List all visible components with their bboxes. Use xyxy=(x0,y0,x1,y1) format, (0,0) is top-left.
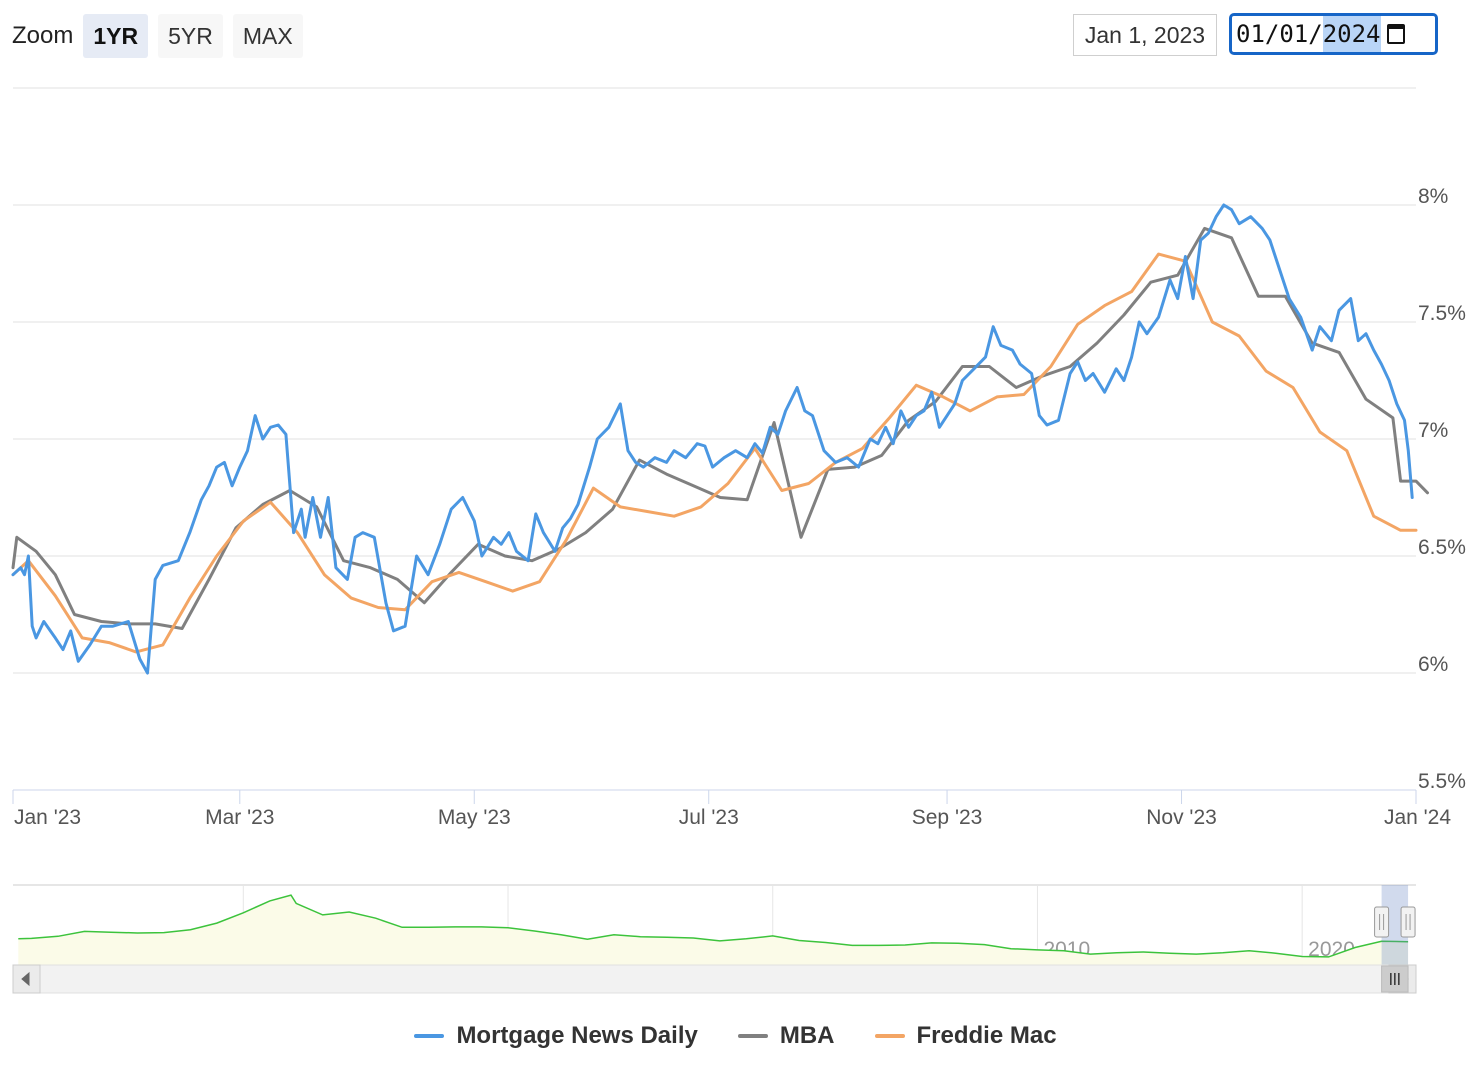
scroll-left-arrow-icon xyxy=(21,971,30,987)
y-axis-labels: 5.5% 6% 6.5% 7% 7.5% 8% xyxy=(1418,185,1466,793)
series-line-freddie xyxy=(11,252,1418,654)
x-tick-label: May '23 xyxy=(438,806,511,829)
navigator-handle-right xyxy=(1400,906,1416,938)
legend: Mortgage News Daily MBA Freddie Mac xyxy=(0,1022,1471,1050)
zoom-label: Zoom xyxy=(12,22,74,49)
y-tick-label: 8% xyxy=(1418,185,1448,208)
grid-lines xyxy=(13,87,1416,791)
navigator-area xyxy=(18,895,1409,965)
navigator-line xyxy=(18,894,1409,958)
x-tick-label: Jan '23 xyxy=(14,806,81,829)
zoom-max-button[interactable]: MAX xyxy=(232,14,303,58)
legend-label-mba: MBA xyxy=(779,1022,835,1049)
zoom-bar: Zoom 1YR 5YR MAX xyxy=(12,14,313,58)
y-tick-label: 5.5% xyxy=(1418,770,1466,793)
series-line-mba xyxy=(11,226,1429,630)
range-to-prefix: 01/01/ xyxy=(1236,20,1323,48)
x-tick-label: Mar '23 xyxy=(205,806,274,829)
legend-label-freddie: Freddie Mac xyxy=(916,1022,1057,1049)
x-axis: Jan '23 Mar '23 May '23 Jul '23 Sep '23 Nov '… xyxy=(12,789,1451,829)
legend-item-mnd[interactable]: Mortgage News Daily xyxy=(414,1022,698,1050)
legend-swatch-freddie xyxy=(874,1034,905,1038)
zoom-5yr-button[interactable]: 5YR xyxy=(158,14,223,58)
y-tick-label: 7.5% xyxy=(1418,302,1466,325)
chart-area: 5.5% 6% 6.5% 7% 7.5% 8% Jan '23 Mar '23 May '23… xyxy=(11,87,1466,994)
legend-item-freddie[interactable]: Freddie Mac xyxy=(874,1022,1057,1050)
y-tick-label: 7% xyxy=(1418,419,1448,442)
zoom-1yr-button[interactable]: 1YR xyxy=(83,14,149,58)
scrollbar-track xyxy=(12,964,1417,994)
legend-label-mnd: Mortgage News Daily xyxy=(456,1022,698,1049)
y-tick-label: 6.5% xyxy=(1418,536,1466,559)
x-tick-label: Jan '24 xyxy=(1384,806,1451,829)
legend-swatch-mba xyxy=(737,1034,768,1038)
calendar-icon[interactable] xyxy=(1386,24,1405,44)
x-tick-label: Jul '23 xyxy=(679,806,739,829)
legend-swatch-mnd xyxy=(414,1034,445,1038)
navigator: 19801990200020102020 xyxy=(12,884,1417,994)
range-to-year: 2024 xyxy=(1322,16,1381,52)
range-to-input[interactable]: 01/01/2024 xyxy=(1229,13,1438,55)
legend-item-mba[interactable]: MBA xyxy=(737,1022,835,1050)
series-lines xyxy=(11,203,1429,675)
x-tick-label: Sep '23 xyxy=(912,806,983,829)
y-tick-label: 6% xyxy=(1418,653,1448,676)
x-tick-label: Nov '23 xyxy=(1146,806,1217,829)
navigator-handle-left xyxy=(1374,906,1390,938)
range-from-input[interactable]: Jan 1, 2023 xyxy=(1073,14,1217,56)
series-line-mnd xyxy=(11,203,1414,675)
